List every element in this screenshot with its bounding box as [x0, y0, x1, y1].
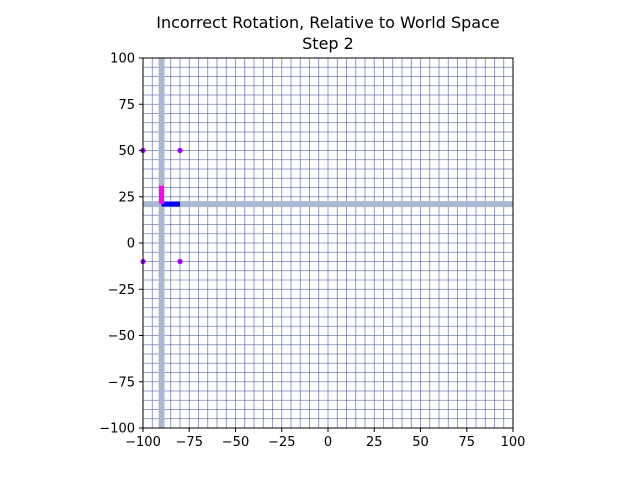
- x-tick-label: −50: [222, 435, 249, 450]
- y-tick-label: −25: [108, 283, 135, 298]
- data-point: [177, 258, 183, 265]
- y-tick-label: 50: [118, 144, 135, 159]
- y-tick-label: 75: [118, 98, 135, 113]
- y-tick-label: 100: [110, 52, 135, 67]
- y-tick-label: −100: [99, 422, 135, 437]
- x-tick-label: −25: [268, 435, 295, 450]
- data-point: [177, 147, 183, 154]
- x-tick-label: −75: [176, 435, 203, 450]
- chart-title: Incorrect Rotation, Relative to World Sp…: [156, 13, 500, 32]
- y-tick-label: −50: [108, 329, 135, 344]
- x-tick-label: 100: [501, 435, 526, 450]
- y-tick-label: 0: [127, 237, 135, 252]
- plot-area: −100 −75 −50 −25 0 25 50 75 100 −100 −75 −50 −25 0 25 5…: [99, 52, 525, 451]
- x-tick-label: 50: [412, 435, 429, 450]
- chart-subtitle: Step 2: [302, 34, 354, 53]
- y-tick-label: −75: [108, 375, 135, 390]
- x-tick-label: −100: [125, 435, 161, 450]
- y-tick-label: 25: [118, 190, 135, 205]
- x-tick-label: 0: [324, 435, 332, 450]
- x-tick-label: 25: [366, 435, 383, 450]
- x-tick-label: 75: [458, 435, 475, 450]
